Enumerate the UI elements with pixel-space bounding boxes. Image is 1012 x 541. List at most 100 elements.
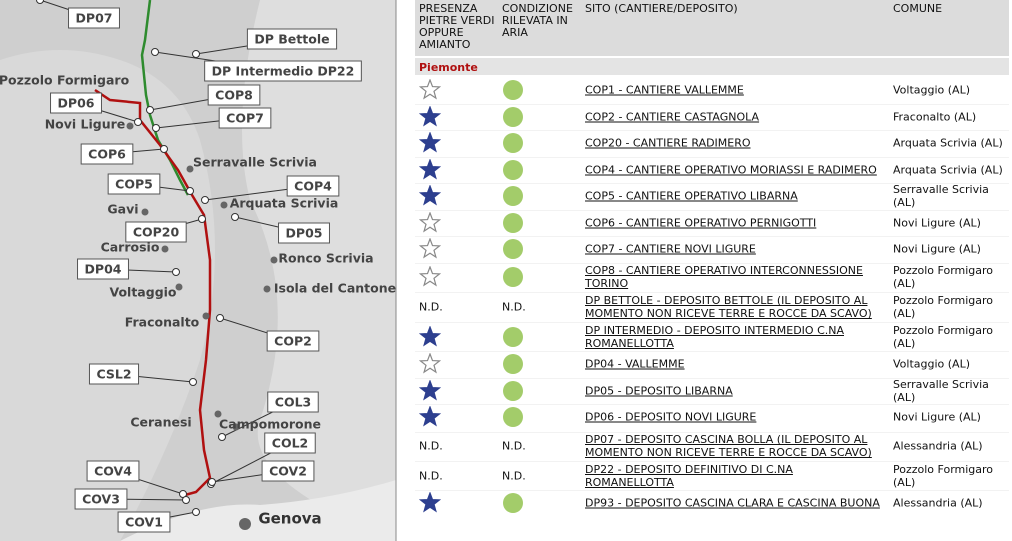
town-label: Carrosio <box>101 240 160 255</box>
site-dot <box>218 433 226 441</box>
star-icon <box>418 325 442 347</box>
star-icon <box>418 78 442 100</box>
map-label-box <box>117 511 171 533</box>
site-link: DP07 - DEPOSITO CASCINA BOLLA (IL DEPOSI… <box>585 433 872 459</box>
table-cell: N.D. <box>419 300 443 314</box>
table-cell: Voltaggio (AL) <box>893 83 970 97</box>
asbestos-icon <box>418 131 442 154</box>
table-cell: Pozzolo Formigaro (AL) <box>893 264 994 290</box>
status-icon <box>502 132 524 154</box>
table-cell: Serravalle Scrivia (AL) <box>893 183 989 209</box>
asbestos-icon <box>418 265 442 288</box>
map-label-box <box>125 221 187 243</box>
green-dot <box>503 160 523 180</box>
map-label: DP Intermedio DP22 <box>212 64 355 79</box>
status-icon <box>502 406 524 428</box>
site-dot <box>216 314 224 322</box>
site-dot <box>146 106 154 114</box>
map-label-box <box>80 143 134 165</box>
site-dot <box>192 508 200 516</box>
asbestos-icon <box>418 405 442 428</box>
site-dot <box>231 213 239 221</box>
asbestos-icon <box>418 105 442 128</box>
town-label: Arquata Scrivia <box>230 196 339 211</box>
site-dot <box>152 124 160 132</box>
site-dot <box>36 0 44 4</box>
map-label-box <box>107 173 161 195</box>
table-cell: Alessandria (AL) <box>893 496 983 510</box>
town-label: Campomorone <box>219 417 321 432</box>
row-divider <box>415 461 1009 462</box>
town-dot <box>175 283 183 291</box>
status-icon <box>502 326 524 348</box>
site-dot <box>186 187 194 195</box>
map-label-box <box>88 363 140 385</box>
site-link: COP20 - CANTIERE RADIMERO <box>585 136 751 150</box>
map-label: COP5 <box>115 177 153 192</box>
table-cell: Pozzolo Formigaro (AL) <box>893 294 994 320</box>
star-icon <box>418 379 442 401</box>
row-divider <box>415 209 1009 211</box>
map-label-box <box>204 60 362 82</box>
table-cell: Serravalle Scrivia (AL) <box>893 378 989 404</box>
site-link: DP06 - DEPOSITO NOVI LIGURE <box>585 410 757 424</box>
map-label: COL3 <box>275 395 311 410</box>
map-label: COV3 <box>82 492 120 507</box>
star-icon <box>418 211 442 233</box>
star-icon <box>418 352 442 374</box>
row-divider <box>415 431 1009 433</box>
town-label: Genova <box>258 510 321 528</box>
map-label-box <box>50 92 102 114</box>
town-dot <box>161 245 169 253</box>
site-link: DP93 - DEPOSITO CASCINA CLARA E CASCINA … <box>585 496 880 510</box>
route-line <box>94 88 212 497</box>
map-label: COV1 <box>125 515 163 530</box>
town-label: Fraconalto <box>125 315 200 330</box>
map-label-box <box>266 330 320 352</box>
green-dot <box>503 327 523 347</box>
site-dot <box>208 478 216 486</box>
site-link: COP6 - CANTIERE OPERATIVO PERNIGOTTI <box>585 216 817 230</box>
star-icon <box>418 131 442 153</box>
map-label: COP4 <box>294 179 332 194</box>
town-dot <box>263 285 271 293</box>
map-label-box <box>74 488 128 510</box>
green-dot <box>503 239 523 259</box>
map-label: DP07 <box>76 11 113 26</box>
site-dot <box>182 496 190 504</box>
green-dot <box>503 354 523 374</box>
asbestos-icon <box>418 184 442 207</box>
map-label: CSL2 <box>96 367 131 382</box>
map-label: DP04 <box>85 262 122 277</box>
star-icon <box>418 491 442 513</box>
asbestos-icon <box>418 211 442 234</box>
star-icon <box>418 184 442 206</box>
green-dot <box>503 107 523 127</box>
town-label: Gavi <box>107 202 138 217</box>
map-label: DP05 <box>286 226 323 241</box>
map-label-box <box>218 107 272 129</box>
table-cell: Fraconalto (AL) <box>893 110 977 124</box>
site-link: DP04 - VALLEMME <box>585 357 685 371</box>
green-dot <box>503 493 523 513</box>
terrain <box>0 50 215 541</box>
table-cell: Novi Ligure (AL) <box>893 242 981 256</box>
town-dot <box>202 312 210 320</box>
town-label: Novi Ligure <box>45 117 126 132</box>
town-dot <box>220 201 228 209</box>
asbestos-icon <box>418 352 442 375</box>
map-label: COP8 <box>215 88 253 103</box>
map-label: COV4 <box>94 464 132 479</box>
map-label-box <box>68 7 120 29</box>
site-link: COP5 - CANTIERE OPERATIVO LIBARNA <box>585 189 798 203</box>
status-icon <box>502 266 524 288</box>
sea <box>120 480 396 541</box>
star-icon <box>418 237 442 259</box>
town-dot <box>126 122 134 130</box>
status-icon <box>502 212 524 234</box>
green-dot <box>503 186 523 206</box>
town-label: Pozzolo Formigaro <box>0 73 130 88</box>
green-dot <box>503 213 523 233</box>
site-dot <box>189 378 197 386</box>
